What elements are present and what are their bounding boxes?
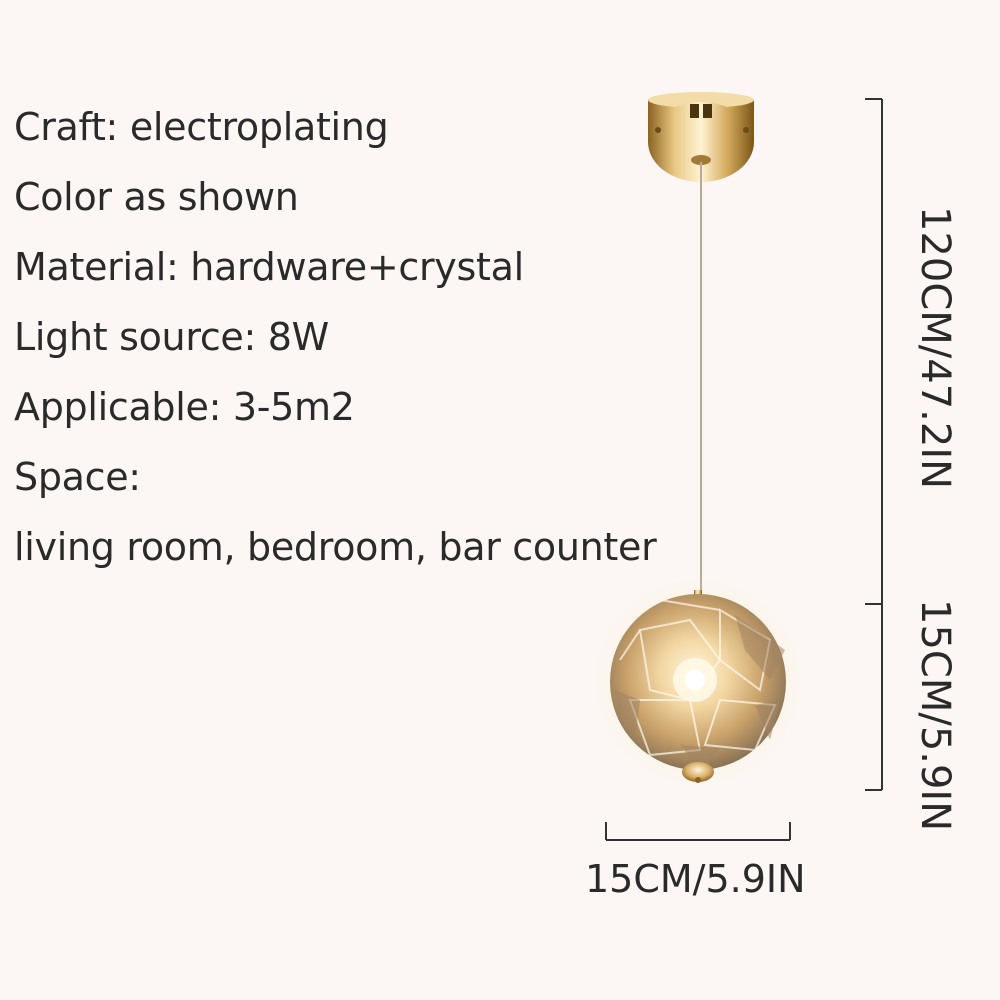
spec-material: Material: hardware+crystal	[14, 245, 524, 289]
cord-length-label: 120CM/47.2IN	[912, 206, 958, 490]
horizontal-dimension-bracket	[605, 822, 791, 841]
ceiling-canopy	[648, 92, 754, 182]
spec-list: Craft: electroplating Color as shown Mat…	[14, 92, 704, 582]
spec-color: Color as shown	[14, 175, 299, 219]
spec-applicable: Applicable: 3-5m2	[14, 385, 355, 429]
globe-height-label: 15CM/5.9IN	[912, 599, 958, 832]
crystal-globe	[593, 577, 803, 787]
globe-width-label: 15CM/5.9IN	[585, 857, 806, 901]
vertical-dimension-bracket	[865, 98, 883, 791]
spec-space-label: Space:	[14, 455, 141, 499]
spec-light-source: Light source: 8W	[14, 315, 329, 359]
spec-space-value: living room, bedroom, bar counter	[14, 525, 657, 569]
spec-craft: Craft: electroplating	[14, 105, 389, 149]
